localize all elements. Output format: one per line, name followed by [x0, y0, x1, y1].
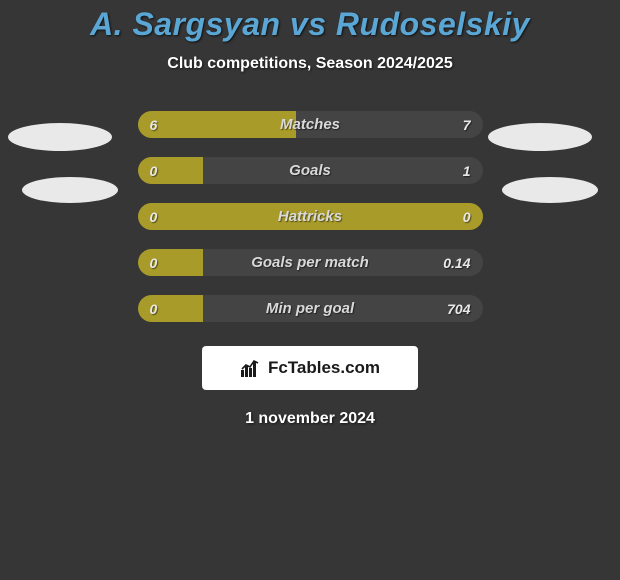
stat-value-left: 0: [138, 295, 170, 322]
page-title: A. Sargsyan vs Rudoselskiy: [0, 6, 620, 43]
stat-row: Goals per match00.14: [138, 249, 483, 276]
stat-row: Hattricks0 0: [138, 203, 483, 230]
stat-label: Goals: [138, 157, 483, 184]
subtitle: Club competitions, Season 2024/2025: [0, 55, 620, 73]
player-silhouette-right: [502, 177, 598, 203]
stat-value-left: 6: [138, 111, 170, 138]
content-wrapper: A. Sargsyan vs Rudoselskiy Club competit…: [0, 0, 620, 428]
stat-value-left: 0: [138, 249, 170, 276]
stat-label: Matches: [138, 111, 483, 138]
stat-label: Min per goal: [138, 295, 483, 322]
stat-value-right: 7: [451, 111, 483, 138]
player-silhouette-left: [22, 177, 118, 203]
stat-row: Goals0 1: [138, 157, 483, 184]
stat-row: Matches6 7: [138, 111, 483, 138]
source-badge: FcTables.com: [202, 346, 418, 390]
player-silhouette-left: [8, 123, 112, 151]
stat-value-right: 0: [451, 203, 483, 230]
date-text: 1 november 2024: [0, 410, 620, 428]
player-silhouette-right: [488, 123, 592, 151]
stat-value-left: 0: [138, 157, 170, 184]
stat-value-right: 704: [435, 295, 482, 322]
chart-icon: [240, 358, 262, 378]
stat-row: Min per goal0 704: [138, 295, 483, 322]
stat-value-right: 1: [451, 157, 483, 184]
source-badge-text: FcTables.com: [268, 358, 380, 378]
stat-value-right: 0.14: [431, 249, 482, 276]
stat-value-left: 0: [138, 203, 170, 230]
stat-label: Hattricks: [138, 203, 483, 230]
